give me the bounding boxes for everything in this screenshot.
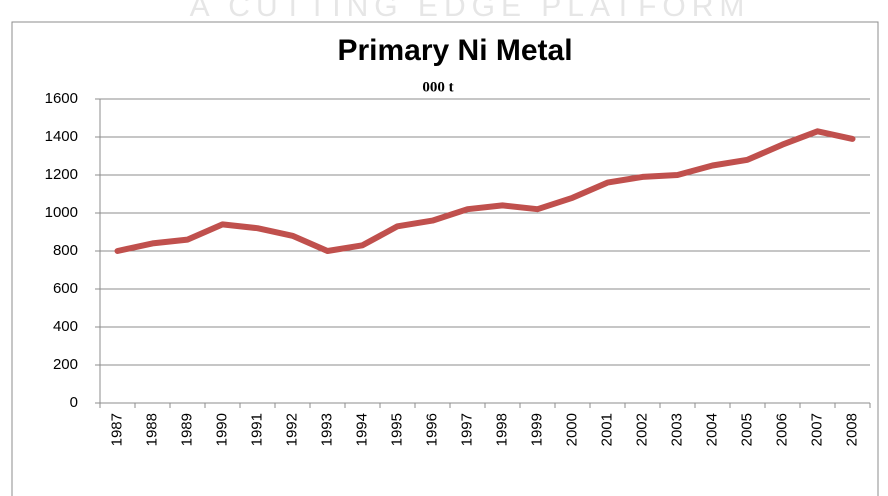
- y-tick-label: 400: [53, 318, 78, 335]
- y-tick-label: 1600: [45, 90, 78, 107]
- x-tick-label: 1998: [493, 413, 510, 446]
- x-tick-label: 1997: [458, 413, 475, 446]
- x-tick-label: 2003: [668, 413, 685, 446]
- x-tick-label: 2002: [633, 413, 650, 446]
- x-tick-label: 2004: [703, 413, 720, 446]
- x-tick-label: 1994: [353, 413, 370, 446]
- x-tick-label: 1990: [213, 413, 230, 446]
- x-tick-label: 2008: [843, 413, 860, 446]
- x-tick-label: 2006: [773, 413, 790, 446]
- chart-subtitle: 000 t: [422, 79, 453, 95]
- x-tick-label: 2007: [808, 413, 825, 446]
- x-tick-label: 2005: [738, 413, 755, 446]
- x-tick-label: 1991: [248, 413, 265, 446]
- x-tick-label: 1992: [283, 413, 300, 446]
- watermark: A CUTTING EDGE PLATFORM: [190, 0, 751, 23]
- x-tick-label: 1989: [178, 413, 195, 446]
- x-tick-label: 1996: [423, 413, 440, 446]
- x-tick-label: 1995: [388, 413, 405, 446]
- chart-title: Primary Ni Metal: [337, 34, 572, 67]
- x-tick-label: 2000: [563, 413, 580, 446]
- x-tick-label: 1999: [528, 413, 545, 446]
- y-tick-label: 600: [53, 280, 78, 297]
- x-tick-label: 1993: [318, 413, 335, 446]
- y-tick-label: 0: [70, 394, 78, 411]
- y-tick-label: 1200: [45, 166, 78, 183]
- x-tick-label: 1988: [143, 413, 160, 446]
- y-tick-label: 800: [53, 242, 78, 259]
- y-tick-label: 1000: [45, 204, 78, 221]
- data-line: [114, 128, 856, 254]
- y-tick-label: 1400: [45, 128, 78, 145]
- x-tick-label: 1987: [108, 413, 125, 446]
- y-tick-label: 200: [53, 356, 78, 373]
- chart-frame: [11, 21, 879, 496]
- x-tick-label: 2001: [598, 413, 615, 446]
